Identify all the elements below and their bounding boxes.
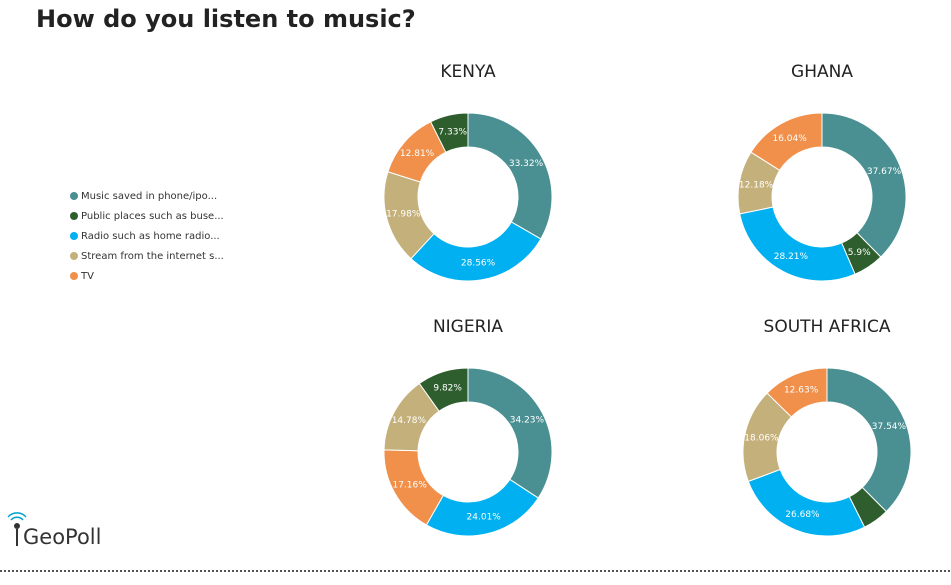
- chart-title: SOUTH AFRICA: [764, 317, 891, 337]
- donut-slice: [418, 367, 469, 412]
- donut-slice: [826, 367, 912, 513]
- data-label: 34.23%: [510, 416, 545, 426]
- data-label: 18.06%: [744, 434, 779, 444]
- donut-slice: [766, 367, 828, 418]
- donut-slice: [821, 112, 907, 258]
- legend-label: Music saved in phone/ipo...: [81, 191, 217, 202]
- legend-swatch: [70, 232, 78, 240]
- legend-swatch: [70, 252, 78, 260]
- donut-slice: [739, 206, 856, 282]
- legend-swatch: [70, 192, 78, 200]
- legend-label: Stream from the internet s...: [81, 251, 224, 262]
- data-label: 33.32%: [509, 159, 544, 169]
- data-label: 7.33%: [438, 127, 467, 137]
- data-label: 28.56%: [461, 259, 496, 269]
- logo-icon: [7, 512, 27, 521]
- logo-icon: [14, 523, 20, 529]
- data-label: 5.9%: [848, 248, 871, 258]
- legend-label: Public places such as buse...: [81, 211, 224, 222]
- donut-slice: [429, 112, 469, 153]
- legend-swatch: [70, 272, 78, 280]
- legend-label: TV: [80, 271, 94, 282]
- data-label: 9.82%: [433, 384, 462, 394]
- data-label: 26.68%: [785, 510, 820, 520]
- chart-title: GHANA: [791, 62, 853, 82]
- data-label: 37.54%: [872, 422, 907, 432]
- data-label: 17.16%: [392, 480, 427, 490]
- chart-title: NIGERIA: [433, 317, 503, 337]
- donut-slice: [425, 478, 539, 537]
- donut-slice: [467, 367, 553, 499]
- logo: GeoPoll: [7, 512, 101, 549]
- logo-text: GeoPoll: [23, 525, 101, 549]
- donut-slice: [467, 112, 553, 240]
- legend-label: Radio such as home radio...: [81, 231, 220, 242]
- data-label: 12.81%: [400, 149, 435, 159]
- donut-slice: [750, 112, 823, 172]
- data-label: 17.98%: [386, 210, 421, 220]
- legend-swatch: [70, 212, 78, 220]
- chart-title: KENYA: [440, 62, 496, 82]
- data-label: 24.01%: [467, 513, 502, 523]
- donut-slice: [747, 468, 866, 537]
- data-label: 16.04%: [772, 134, 807, 144]
- data-label: 12.18%: [739, 180, 774, 190]
- data-label: 12.63%: [784, 386, 819, 396]
- page-title: How do you listen to music?: [36, 5, 416, 33]
- data-label: 37.67%: [867, 167, 902, 177]
- data-label: 28.21%: [774, 252, 809, 262]
- data-label: 14.78%: [392, 416, 427, 426]
